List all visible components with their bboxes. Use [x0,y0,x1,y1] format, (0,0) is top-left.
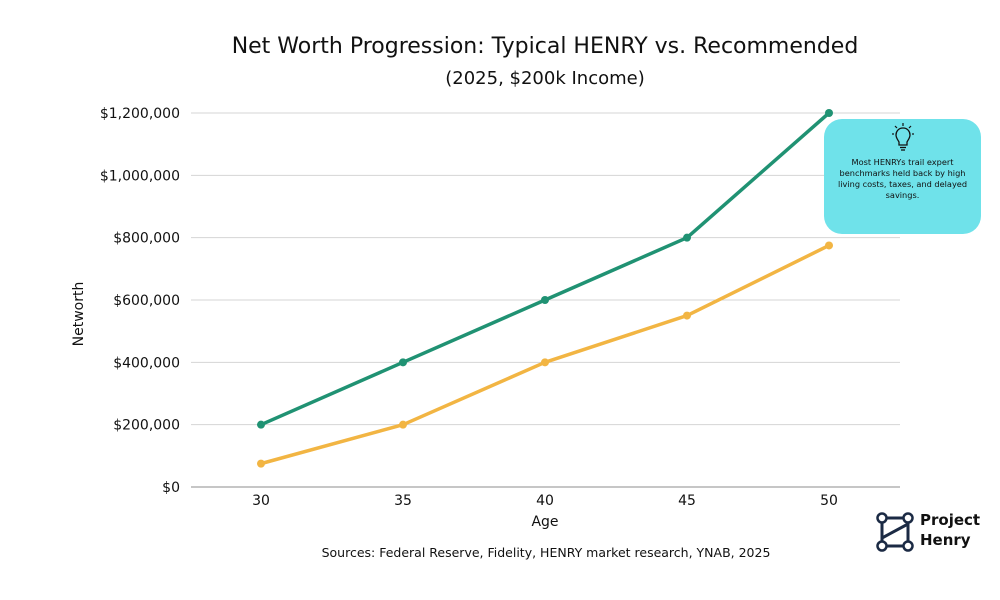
data-point-series-1 [541,296,549,304]
y-tick-label: $200,000 [113,418,180,434]
chart-title: Net Worth Progression: Typical HENRY vs.… [231,34,859,59]
data-point-series-1 [683,233,691,242]
y-tick-label: $0 [162,480,180,496]
project-henry-logo-icon [876,512,914,552]
chart-subtitle: (2025, $200k Income) [445,68,645,89]
logo-text: Project Henry [920,510,980,550]
y-tick-label: $800,000 [113,231,180,247]
y-tick-label: $1,200,000 [100,106,180,122]
project-henry-logo: Project Henry [876,508,996,554]
x-tick-label: 35 [394,493,412,509]
x-tick-label: 30 [252,493,270,509]
y-axis-label: Networth [71,281,87,347]
data-point-series-1 [257,420,265,429]
data-point-series-1 [399,358,407,367]
source-note: Sources: Federal Reserve, Fidelity, HENR… [321,545,771,560]
data-point-series-2 [825,241,833,250]
x-tick-label: 50 [820,493,838,509]
logo-line-henry: Henry [920,531,971,549]
annotation-text: Most HENRYs trail expert benchmarks held… [837,157,968,200]
y-tick-label: $400,000 [113,355,180,371]
series-line-1 [259,111,831,427]
data-point-series-1 [825,109,833,117]
x-tick-label: 45 [678,493,696,509]
y-tick-label: $1,000,000 [100,168,180,184]
x-axis-label: Age [531,514,559,530]
data-point-series-2 [399,420,407,429]
logo-line-project: Project [920,511,981,529]
data-point-series-2 [541,358,549,367]
x-tick-label: 40 [536,493,554,509]
data-point-series-2 [257,459,265,468]
data-point-series-2 [683,311,691,320]
annotation-callout: Most HENRYs trail expert benchmarks held… [824,119,981,234]
lightbulb-icon [892,123,914,151]
y-tick-label: $600,000 [113,293,180,309]
series-line-2 [259,243,831,466]
